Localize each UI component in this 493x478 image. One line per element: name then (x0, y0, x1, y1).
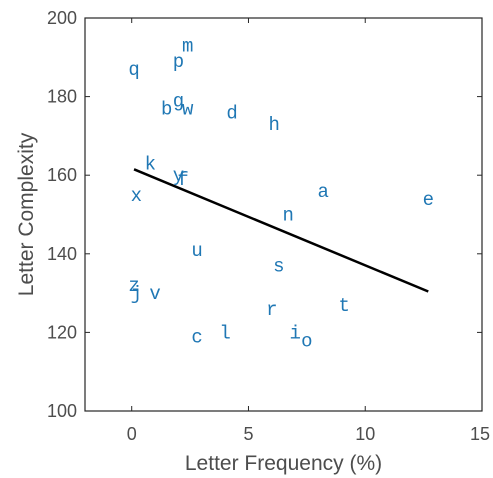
data-point-g: g (173, 91, 184, 113)
x-axis-title: Letter Frequency (%) (185, 452, 382, 475)
data-point-h: h (268, 114, 279, 136)
x-tick-label: 0 (127, 424, 137, 444)
data-point-w: w (182, 98, 194, 120)
x-axis-ticks: 0 5 10 15 (127, 18, 490, 444)
data-point-i: i (289, 322, 300, 344)
data-point-v: v (149, 283, 160, 305)
data-point-y: y (173, 165, 184, 187)
data-point-f: f (177, 169, 188, 191)
data-point-b: b (161, 98, 172, 120)
data-point-d: d (226, 102, 237, 124)
y-tick-label: 140 (47, 244, 77, 264)
data-point-z: z (128, 275, 139, 297)
data-point-o: o (301, 330, 312, 352)
data-point-m: m (182, 36, 193, 58)
x-tick-label: 5 (243, 424, 253, 444)
data-point-r: r (266, 299, 277, 321)
data-point-p: p (173, 51, 184, 73)
plot-area-frame (84, 17, 483, 412)
data-point-q: q (128, 59, 139, 81)
y-axis-title: Letter Complexity (15, 132, 38, 296)
y-tick-label: 100 (47, 401, 77, 421)
data-point-j: j (131, 283, 142, 305)
data-point-t: t (339, 295, 350, 317)
y-tick-label: 200 (47, 8, 77, 28)
data-point-l: l (219, 322, 230, 344)
y-tick-label: 160 (47, 165, 77, 185)
data-point-x: x (131, 185, 142, 207)
data-point-u: u (191, 240, 202, 262)
data-point-a: a (317, 181, 328, 203)
data-point-s: s (273, 256, 284, 278)
data-points: mp q gb w d h kyf x a e n u s zj v t r lc i o (128, 36, 434, 353)
data-point-e: e (423, 189, 434, 211)
data-point-k: k (145, 153, 156, 175)
x-tick-label: 10 (355, 424, 375, 444)
data-point-n: n (282, 205, 293, 227)
y-axis-ticks: 100 120 140 160 180 200 (47, 8, 482, 421)
y-tick-label: 180 (47, 87, 77, 107)
x-tick-label: 15 (470, 424, 490, 444)
fit-line (133, 168, 429, 293)
y-tick-label: 120 (47, 322, 77, 342)
data-point-c: c (191, 326, 202, 348)
